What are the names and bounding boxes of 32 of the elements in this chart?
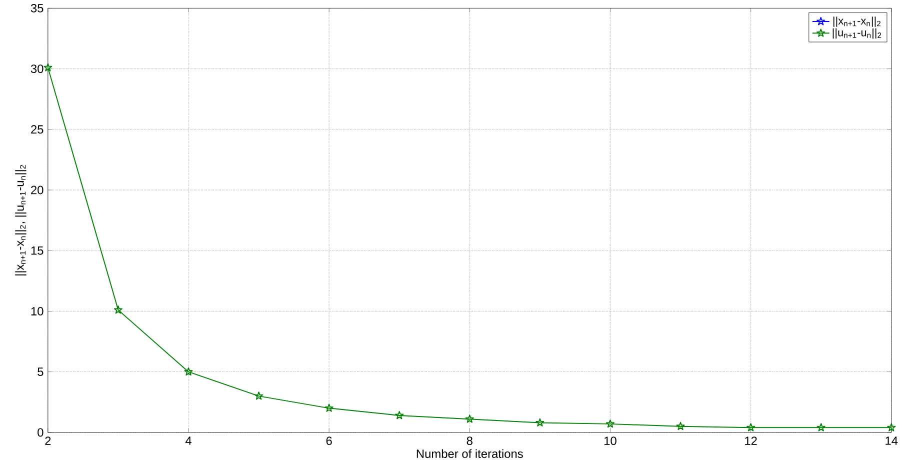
y-tick-label: 35 bbox=[30, 4, 44, 12]
point bbox=[465, 414, 474, 423]
legend-label: ||x$_{n+1}$-x$_{n}$||$_{2}$ bbox=[833, 16, 880, 27]
point bbox=[395, 410, 404, 419]
y-tick-label: 5 bbox=[38, 367, 44, 376]
y-tick-label: 30 bbox=[30, 64, 44, 73]
y-tick-label: 10 bbox=[31, 306, 44, 316]
y-tick-label: 15 bbox=[31, 246, 44, 255]
point bbox=[816, 422, 826, 432]
x-tick-label: 12 bbox=[745, 436, 757, 445]
y-tick-label: 20 bbox=[31, 186, 44, 194]
point bbox=[44, 62, 52, 72]
x-tick-label: 6 bbox=[326, 436, 332, 445]
x-tick-label: 14 bbox=[886, 436, 898, 445]
point bbox=[324, 404, 334, 412]
text: ||x$_{n+1}$-x$_{n}$||$_{2}$, ||u$_{n+1}$-u$_{n}$||$_{2}$ bbox=[15, 164, 26, 276]
point bbox=[536, 418, 544, 426]
point bbox=[184, 367, 193, 376]
legend-label: ||u$_{n+1}$-u$_{n}$||$_{2}$ bbox=[832, 28, 882, 38]
point bbox=[114, 305, 122, 314]
point bbox=[254, 391, 264, 400]
y-tick-label: 25 bbox=[31, 125, 44, 134]
point bbox=[887, 422, 896, 432]
x-tick-label: 8 bbox=[466, 436, 472, 445]
x-tick-label: 4 bbox=[185, 436, 192, 445]
x-axis-title: Number of iterations bbox=[416, 449, 523, 458]
point bbox=[746, 422, 756, 432]
point bbox=[676, 422, 685, 430]
x-tick-label: 2 bbox=[45, 436, 51, 445]
point bbox=[606, 419, 615, 428]
x-tick-label: 10 bbox=[604, 436, 616, 445]
y-tick-label: 0 bbox=[38, 428, 44, 436]
